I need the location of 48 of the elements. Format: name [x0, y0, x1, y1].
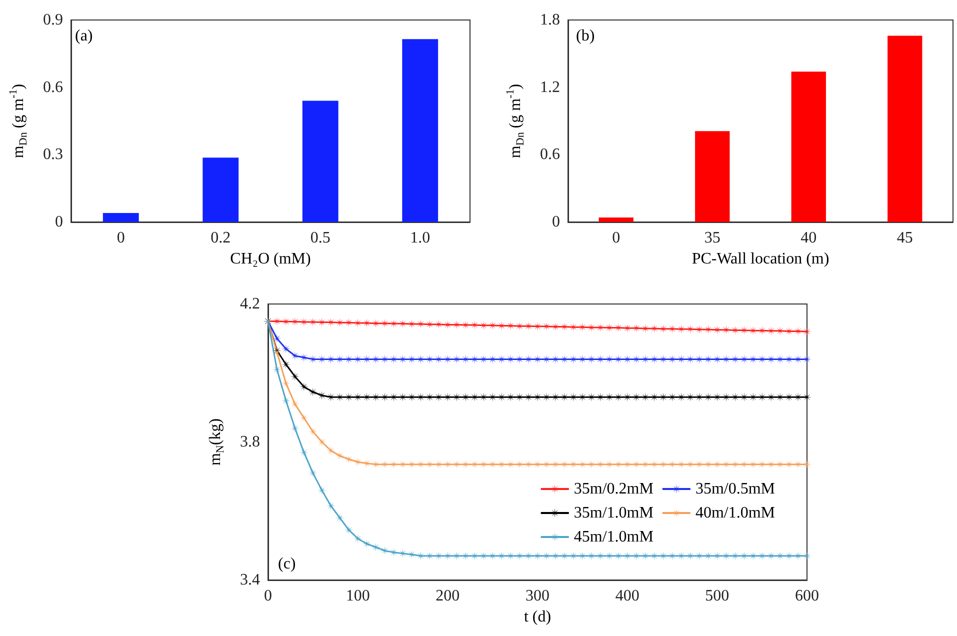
- y-tick-label: 1.8: [540, 12, 560, 28]
- annotation: (c): [278, 556, 296, 572]
- y-axis-title: mDn (g m-1): [504, 84, 526, 158]
- x-tick-label: 40: [800, 230, 817, 246]
- annotation: (b): [576, 28, 595, 44]
- y-tick-label: 0.3: [43, 146, 63, 164]
- annotation: (a): [75, 28, 93, 44]
- legend-label: 35m/0.5mM: [695, 480, 775, 498]
- x-tick-label: 35: [704, 230, 720, 246]
- legend-label: 35m/1.0mM: [574, 504, 654, 522]
- y-axis-title: mN(kg): [207, 418, 226, 466]
- x-tick-label: 0: [612, 230, 620, 246]
- legend-label: 40m/1.0mM: [695, 504, 775, 522]
- x-tick-label: 400: [615, 588, 640, 604]
- y-tick-label: 0.6: [540, 146, 560, 164]
- legend-label: 45m/1.0mM: [574, 528, 654, 546]
- x-axis-title: PC-Wall location (m): [692, 250, 830, 268]
- x-tick-label: 0: [116, 230, 125, 246]
- x-tick-label: 100: [346, 588, 370, 604]
- bar: [202, 158, 239, 222]
- y-tick-label: 0.6: [43, 78, 63, 96]
- x-tick-label: 45: [896, 230, 913, 246]
- y-tick-label: 1.2: [540, 78, 560, 96]
- y-tick-label: 4.2: [240, 296, 260, 312]
- y-tick-label: 0: [552, 214, 560, 230]
- x-tick-label: 300: [526, 588, 550, 604]
- y-tick-label: 3.4: [240, 572, 260, 588]
- bar: [302, 100, 338, 222]
- x-tick-label: 600: [795, 588, 819, 604]
- bar: [791, 72, 826, 222]
- x-tick-label: 200: [436, 588, 460, 604]
- x-tick-label: 500: [705, 588, 730, 604]
- y-tick-label: 3.8: [240, 434, 260, 450]
- x-axis-title: CH₂O (mM): [230, 250, 311, 268]
- bar: [598, 218, 634, 222]
- x-tick-label: 1.0: [410, 230, 430, 246]
- bar: [102, 213, 139, 222]
- x-axis-title: t (d): [524, 608, 552, 626]
- bar: [695, 131, 730, 222]
- y-axis-title: mDn (g m-1): [8, 84, 30, 158]
- x-tick-label: 0: [264, 588, 272, 604]
- bar: [402, 39, 438, 222]
- bar: [888, 36, 922, 222]
- legend-label: 35m/0.2mM: [574, 480, 654, 498]
- y-tick-label: 0.9: [43, 12, 63, 28]
- y-tick-label: 0: [55, 214, 63, 230]
- x-tick-label: 0.2: [210, 230, 231, 246]
- x-tick-label: 0.5: [310, 230, 330, 246]
